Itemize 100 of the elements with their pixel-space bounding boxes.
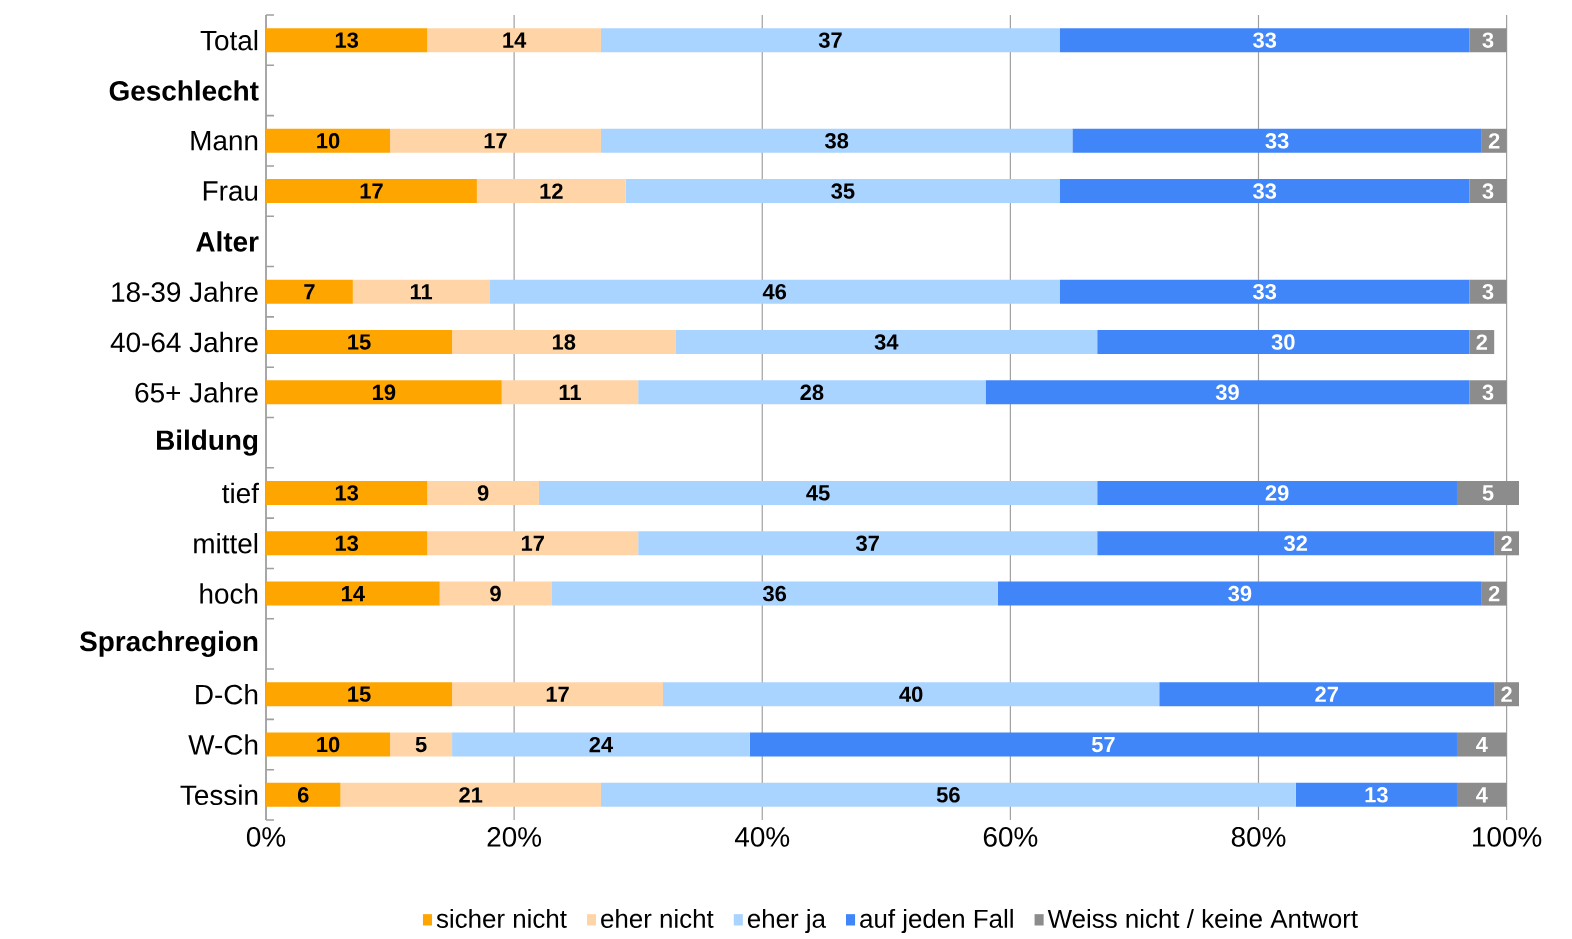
- bar: [452, 732, 750, 757]
- x-tick-label: 60%: [983, 827, 1038, 847]
- y-tick-label: W-Ch: [188, 734, 258, 755]
- bar: [1072, 128, 1482, 153]
- data-label: 56: [936, 787, 960, 803]
- y-tick-label: Total: [200, 29, 258, 51]
- data-label: 15: [348, 686, 371, 702]
- bar: [476, 179, 626, 204]
- data-label: 17: [484, 133, 507, 149]
- bar: [1097, 330, 1470, 355]
- data-label: 11: [410, 284, 433, 300]
- bar: [439, 581, 552, 606]
- data-label: 2: [1501, 686, 1512, 702]
- data-label: 35: [831, 183, 855, 199]
- data-label: 27: [1315, 686, 1338, 702]
- bar: [390, 128, 601, 153]
- y-tick-label: D-Ch: [196, 683, 258, 705]
- bar: [452, 330, 676, 355]
- bar: [266, 128, 391, 153]
- data-label: 36: [762, 585, 787, 602]
- y-tick-label: tief: [222, 482, 259, 504]
- data-label: 19: [373, 384, 396, 401]
- bar: [266, 782, 341, 807]
- data-label: 21: [459, 787, 483, 803]
- bar: [1295, 782, 1457, 807]
- data-label: 28: [800, 384, 824, 401]
- data-label: 30: [1271, 334, 1295, 350]
- bar: [266, 179, 477, 204]
- data-label: 33: [1265, 133, 1289, 149]
- data-label: 2: [1501, 535, 1512, 551]
- y-tick-label: Sprachregion: [79, 630, 258, 657]
- bar: [352, 279, 490, 304]
- data-label: 33: [1253, 283, 1277, 300]
- bar: [538, 480, 1098, 505]
- data-label: 12: [540, 183, 563, 199]
- bar: [1469, 179, 1507, 204]
- data-label: 45: [806, 485, 830, 501]
- data-label: 10: [317, 133, 340, 149]
- y-tick-label: 65+ Jahre: [135, 382, 258, 403]
- bar: [600, 782, 1296, 807]
- bar: [340, 782, 601, 807]
- data-label: 14: [342, 586, 365, 602]
- data-label: 17: [521, 535, 544, 551]
- data-label: 18: [552, 334, 576, 350]
- y-tick-label: Alter: [196, 231, 259, 252]
- bar: [1159, 682, 1495, 707]
- bar: [1469, 279, 1507, 304]
- bar: [625, 179, 1060, 204]
- bar: [266, 279, 353, 304]
- data-label: 5: [1482, 485, 1494, 501]
- bar: [600, 128, 1073, 153]
- data-label: 33: [1253, 32, 1277, 48]
- data-label: 9: [477, 485, 489, 501]
- legend-label: eher ja: [747, 908, 826, 934]
- bar: [427, 531, 639, 556]
- bar: [266, 682, 453, 707]
- data-label: 3: [1482, 283, 1494, 300]
- y-tick-label: 40-64 Jahre: [110, 331, 258, 353]
- bar: [266, 480, 428, 505]
- bar: [662, 682, 1160, 707]
- bar: [266, 581, 440, 606]
- bar: [985, 380, 1470, 405]
- data-label: 2: [1488, 133, 1500, 149]
- data-label: 14: [503, 32, 527, 48]
- bar: [749, 732, 1457, 757]
- x-tick-label: 100%: [1473, 827, 1542, 847]
- data-label: 10: [317, 736, 340, 753]
- bar: [1456, 782, 1507, 807]
- data-label: 29: [1265, 485, 1289, 501]
- bar: [638, 380, 986, 405]
- bar: [266, 28, 428, 53]
- data-label: 5: [415, 736, 427, 753]
- bar: [1059, 28, 1470, 53]
- bar: [551, 581, 998, 606]
- legend-label: eher nicht: [601, 908, 714, 928]
- x-tick-label: 20%: [487, 827, 542, 847]
- bar: [1469, 28, 1507, 53]
- data-label: 7: [304, 284, 315, 300]
- data-label: 4: [1476, 787, 1488, 803]
- data-label: 13: [335, 32, 359, 48]
- bar: [1059, 279, 1470, 304]
- y-tick-label: Geschlecht: [109, 80, 259, 101]
- data-label: 46: [762, 283, 787, 300]
- y-tick-label: hoch: [200, 583, 258, 604]
- data-label: 9: [490, 585, 501, 602]
- bar: [1059, 179, 1470, 204]
- bar: [266, 531, 428, 556]
- data-label: 17: [546, 686, 569, 702]
- data-label: 13: [1365, 787, 1388, 803]
- data-label: 3: [1482, 384, 1494, 401]
- legend-label: auf jeden Fall: [860, 908, 1013, 934]
- data-label: 13: [335, 535, 359, 552]
- data-label: 6: [297, 787, 309, 803]
- legend-label: Weiss nicht / keine Antwort: [1047, 908, 1358, 928]
- data-label: 13: [335, 485, 359, 501]
- bar: [1097, 531, 1495, 556]
- data-label: 32: [1284, 535, 1308, 552]
- data-label: 2: [1476, 334, 1488, 350]
- bar: [427, 28, 601, 53]
- data-label: 4: [1476, 737, 1488, 753]
